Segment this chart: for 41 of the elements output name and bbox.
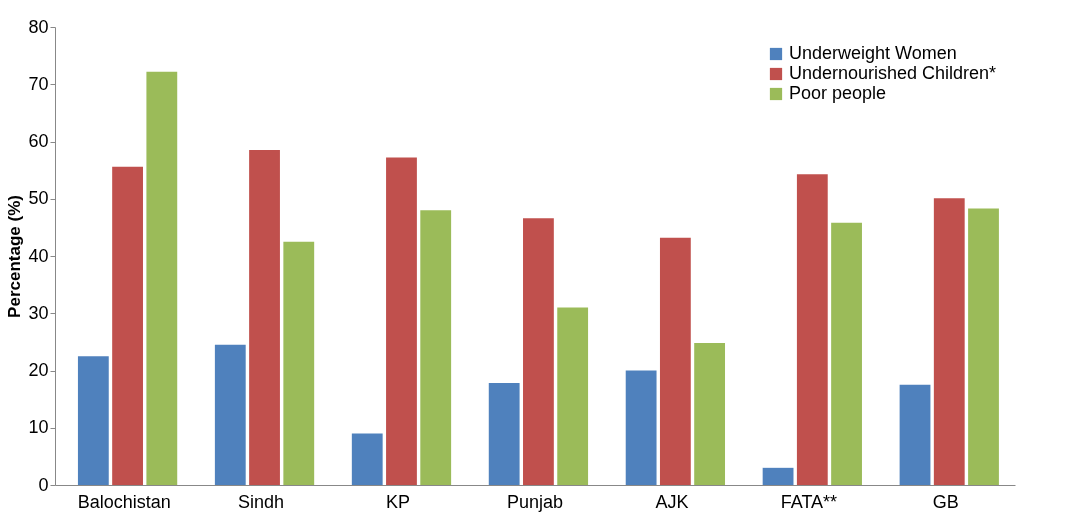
bar bbox=[351, 433, 383, 485]
y-tick-label: 10 bbox=[28, 417, 49, 438]
y-tick-label: 70 bbox=[28, 73, 49, 94]
bar bbox=[488, 383, 520, 485]
x-tick-label: Punjab bbox=[506, 491, 564, 512]
bar bbox=[625, 370, 657, 485]
bar bbox=[968, 208, 999, 485]
legend-label: Underweight Women bbox=[789, 43, 957, 63]
bar bbox=[249, 150, 280, 485]
x-tick-label: FATA** bbox=[780, 491, 838, 512]
y-tick-label: 40 bbox=[28, 245, 49, 266]
bar bbox=[523, 218, 554, 485]
bar bbox=[933, 198, 965, 485]
bar bbox=[420, 210, 452, 485]
bar bbox=[146, 71, 178, 485]
x-tick-label: AJK bbox=[655, 491, 689, 512]
bar bbox=[899, 384, 931, 485]
x-tick-label: Sindh bbox=[238, 491, 285, 512]
bar bbox=[796, 174, 828, 485]
x-tick-label: Balochistan bbox=[77, 491, 171, 512]
y-tick-label: 30 bbox=[28, 302, 49, 323]
y-axis-title: Percentage (%) bbox=[5, 195, 25, 318]
y-tick-label: 80 bbox=[28, 16, 49, 37]
legend-label: Undernourished Children* bbox=[789, 63, 997, 83]
bar bbox=[694, 343, 726, 485]
bar bbox=[77, 356, 109, 485]
y-tick-label: 60 bbox=[28, 131, 49, 151]
x-tick-label: KP bbox=[386, 491, 411, 512]
bar bbox=[386, 157, 417, 485]
bar bbox=[112, 166, 143, 485]
bar bbox=[214, 344, 246, 485]
legend-label: Poor people bbox=[789, 83, 887, 103]
bar bbox=[831, 222, 862, 485]
y-tick-label: 50 bbox=[28, 188, 49, 209]
bar bbox=[659, 237, 691, 485]
bar bbox=[762, 467, 794, 485]
bar bbox=[283, 241, 315, 485]
bar bbox=[557, 307, 589, 485]
y-tick-label: 20 bbox=[28, 360, 49, 380]
x-tick-label: GB bbox=[932, 491, 959, 512]
y-tick-label: 0 bbox=[38, 474, 49, 495]
